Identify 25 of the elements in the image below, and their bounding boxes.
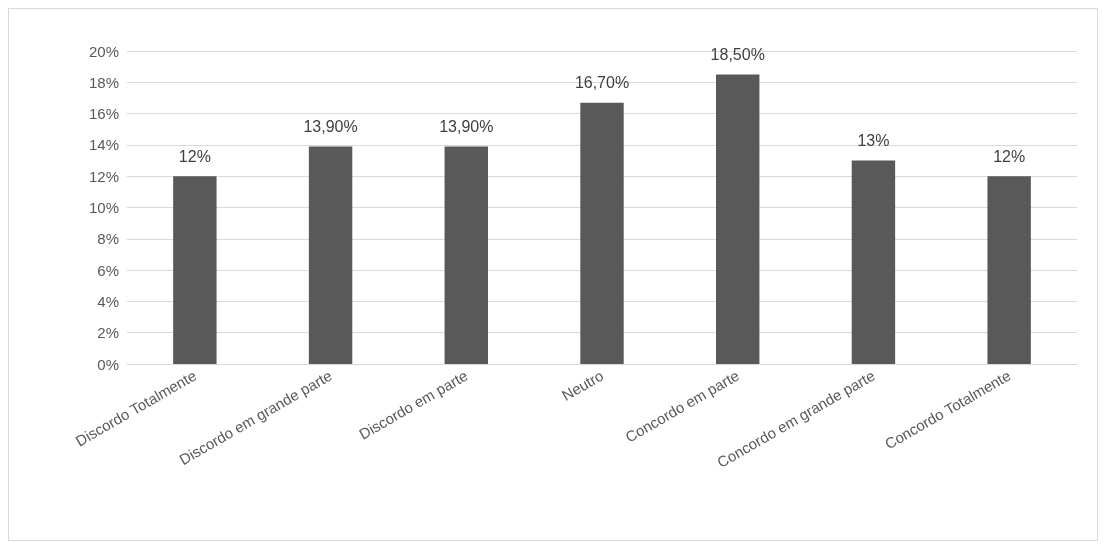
bar <box>716 74 760 364</box>
y-tick-label: 0% <box>97 355 119 373</box>
data-label: 16,70% <box>574 74 630 92</box>
y-tick-label: 8% <box>97 230 119 248</box>
y-tick-label: 14% <box>88 136 119 154</box>
bar <box>444 146 488 364</box>
bar <box>580 102 624 364</box>
bar <box>851 160 896 364</box>
data-label: 13,90% <box>303 117 358 135</box>
y-tick-label: 6% <box>97 261 119 279</box>
data-label: 13,90% <box>439 117 494 135</box>
y-tick-label: 16% <box>88 105 119 123</box>
bar <box>987 176 1031 364</box>
y-tick-label: 2% <box>97 324 119 342</box>
y-tick-label: 20% <box>88 42 119 60</box>
y-tick-label: 4% <box>97 292 119 310</box>
bar <box>308 146 353 364</box>
data-label: 13% <box>857 132 890 150</box>
y-tick-label: 18% <box>88 73 119 91</box>
y-tick-label: 10% <box>88 199 119 216</box>
data-label: 12% <box>993 147 1026 165</box>
data-label: 18,50% <box>710 45 765 63</box>
y-tick-label: 12% <box>88 167 119 185</box>
bar <box>173 176 217 364</box>
data-label: 12% <box>178 147 211 165</box>
